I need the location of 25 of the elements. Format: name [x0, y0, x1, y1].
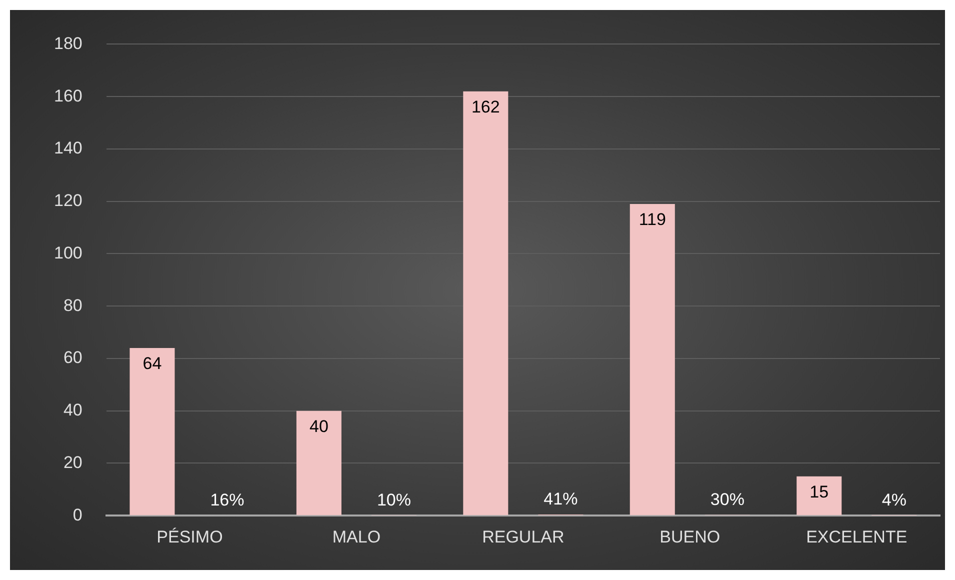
y-tick-label: 180 — [54, 34, 82, 53]
y-tick-label: 20 — [63, 452, 82, 472]
data-label: 41% — [544, 490, 578, 509]
data-label: 64 — [142, 354, 162, 374]
data-label: 10% — [376, 490, 411, 510]
x-tick-label: REGULAR — [482, 527, 564, 546]
x-tick-label: EXCELENTE — [806, 527, 908, 546]
y-tick-label: 140 — [54, 138, 82, 158]
y-tick-label: 60 — [63, 348, 82, 368]
data-label: 162 — [471, 98, 500, 117]
y-tick-label: 120 — [54, 191, 82, 210]
data-label: 4% — [882, 490, 906, 510]
data-label: 15 — [810, 482, 829, 502]
y-tick-label: 40 — [63, 400, 82, 420]
data-label: 119 — [638, 210, 666, 230]
y-tick-label: 160 — [54, 86, 82, 106]
y-tick-label: 80 — [63, 296, 82, 315]
x-tick-label: PÉSIMO — [156, 527, 223, 546]
x-tick-label: BUENO — [660, 527, 720, 546]
data-label: 16% — [210, 490, 244, 510]
y-tick-label: 100 — [54, 243, 82, 262]
data-label: 30% — [710, 490, 744, 509]
data-label: 40 — [309, 417, 328, 436]
x-tick-label: MALO — [332, 527, 381, 546]
y-tick-label: 0 — [72, 505, 82, 524]
